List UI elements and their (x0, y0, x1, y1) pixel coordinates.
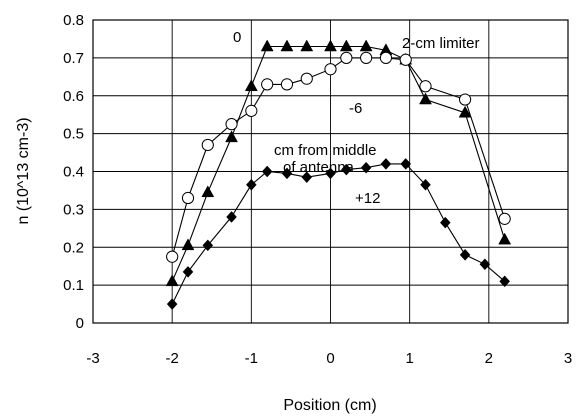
data-point (225, 130, 238, 143)
annotation-legend-line2: of antenna (283, 159, 355, 176)
series-line (171, 57, 506, 257)
plot-frame (92, 19, 569, 324)
x-tick-label: 0 (326, 350, 334, 367)
x-tick-label: -1 (245, 350, 258, 367)
data-point (182, 265, 194, 278)
data-point (458, 105, 472, 118)
data-point (281, 167, 293, 180)
y-axis-label: n (10^13 cm-3) (15, 117, 32, 224)
data-point (280, 39, 294, 52)
data-point (399, 53, 412, 66)
x-tick-label: 3 (564, 350, 572, 367)
x-tick-label: -2 (165, 350, 178, 367)
series-label-plus12: +12 (355, 190, 380, 207)
y-tick-label: 0.3 (63, 201, 84, 218)
data-point (301, 171, 313, 184)
series-label-0: 0 (233, 29, 241, 46)
tick-labels: 0 0.1 0.2 0.3 0.4 0.5 0.6 0.7 0.8 -3 -2 -1 0 1 2 3 (63, 12, 572, 367)
data-point (165, 274, 179, 287)
y-tick-label: 0.6 (63, 88, 84, 105)
data-point (166, 250, 179, 263)
data-point (300, 39, 314, 52)
data-point (300, 72, 313, 85)
y-tick-label: 0.8 (63, 12, 84, 29)
data-point (324, 39, 337, 52)
y-tick-label: 0.2 (63, 239, 84, 256)
y-tick-label: 0.5 (63, 126, 84, 143)
data-point (181, 191, 195, 205)
data-point (400, 158, 412, 170)
data-point (226, 211, 237, 223)
annotation-legend-line1: cm from middle (274, 142, 377, 159)
annotation-limiter: 2-cm limiter (402, 35, 480, 52)
data-point (498, 212, 511, 225)
data-point (325, 167, 336, 180)
data-point (261, 165, 273, 178)
data-point (459, 248, 471, 261)
data-point (419, 92, 432, 105)
data-point (260, 39, 274, 52)
data-point (499, 275, 511, 288)
data-point (261, 78, 274, 91)
data-point (201, 138, 214, 152)
data-point (439, 216, 451, 229)
data-point (202, 239, 214, 252)
x-tick-label: 2 (485, 350, 493, 367)
data-point (280, 78, 294, 91)
y-tick-label: 0 (76, 315, 84, 332)
x-tick-label: 1 (405, 350, 413, 367)
data-point (458, 93, 472, 106)
y-tick-label: 0.4 (63, 164, 84, 181)
x-axis-label: Position (cm) (283, 397, 376, 414)
data-point (340, 51, 353, 64)
series-layer (165, 39, 512, 310)
series-line (171, 163, 506, 305)
data-point (245, 178, 257, 191)
data-point (340, 163, 352, 176)
data-point (420, 178, 431, 191)
data-point (380, 158, 392, 170)
data-point (324, 63, 337, 76)
x-tick-label: -3 (86, 350, 99, 367)
series-label-minus6: -6 (349, 100, 362, 117)
data-point (166, 298, 178, 310)
grid (93, 20, 568, 323)
data-point (225, 118, 238, 131)
data-point (181, 238, 195, 251)
data-point (498, 232, 512, 245)
data-point (244, 79, 258, 92)
data-point (419, 80, 432, 93)
y-tick-label: 0.7 (63, 50, 84, 67)
data-point (359, 39, 373, 52)
data-point (201, 185, 215, 198)
data-point (379, 51, 393, 64)
y-tick-label: 0.1 (63, 277, 84, 294)
data-point (360, 51, 373, 64)
data-point (245, 104, 258, 118)
data-point (360, 161, 372, 174)
data-point (479, 258, 491, 271)
data-point (339, 39, 353, 52)
series-line (171, 45, 506, 282)
